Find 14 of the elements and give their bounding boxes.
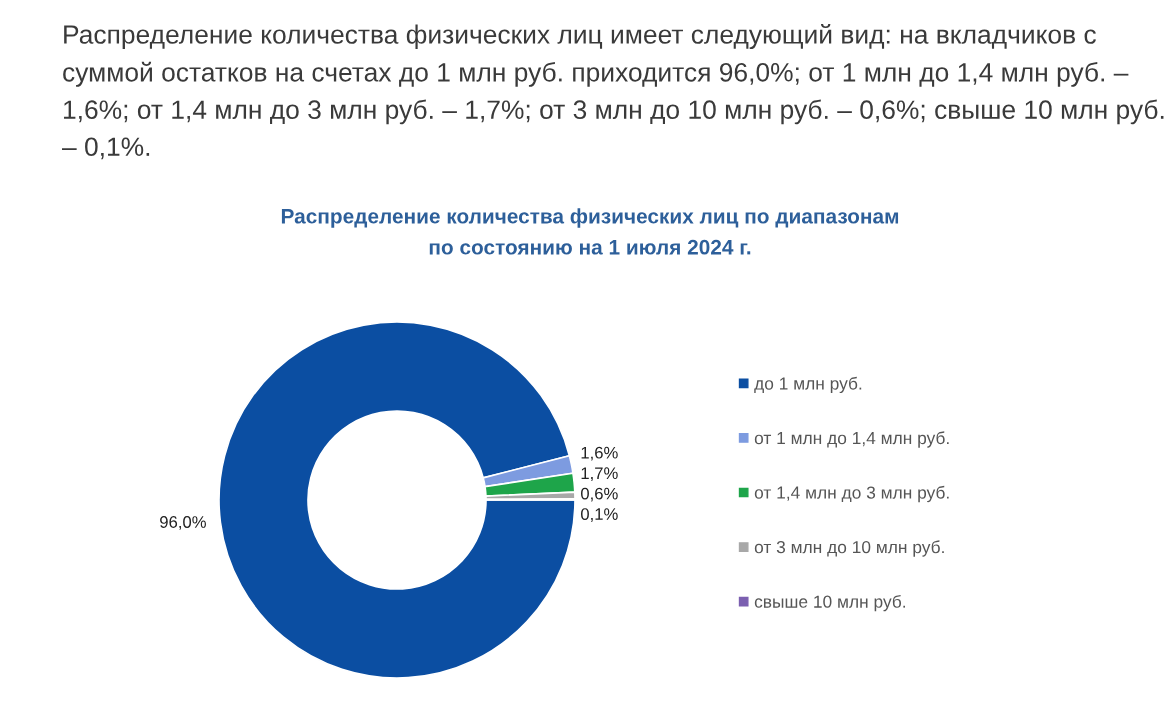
- data-label: 96,0%: [160, 516, 206, 530]
- data-label: 0,6%: [580, 487, 618, 502]
- donut-slice: [218, 321, 576, 679]
- chart-subtitle: по состоянию на 1 июля 2024 г.: [429, 239, 751, 255]
- legend-label: свыше 10 млн руб.: [754, 594, 906, 612]
- legend-label: от 1,4 млн до 3 млн руб.: [754, 485, 949, 503]
- data-label: 1,7%: [581, 467, 618, 482]
- legend-label: от 3 млн до 10 млн руб.: [754, 540, 944, 557]
- chart-title: Распределение количества физических лиц по диапазонам: [281, 208, 899, 228]
- text: Распределение количества физических лиц имеет следующий вид: на вкладчиков с суммой остатков на счетах до 1 млн руб. приходится 96,0%; от 1 млн до 1,4 млн руб. – 1,6%; от 1,4 млн до 3 млн руб. – 1,7%; от 3 млн до 10 млн руб. – 0,6%; свыше 10 млн руб. – 0,1%.: [62, 24, 1164, 160]
- legend-label: до 1 млн руб.: [754, 376, 862, 394]
- data-label: 1,6%: [581, 446, 618, 461]
- legend-label: от 1 млн до 1,4 млн руб.: [754, 431, 949, 448]
- data-label: 0,1%: [580, 508, 618, 522]
